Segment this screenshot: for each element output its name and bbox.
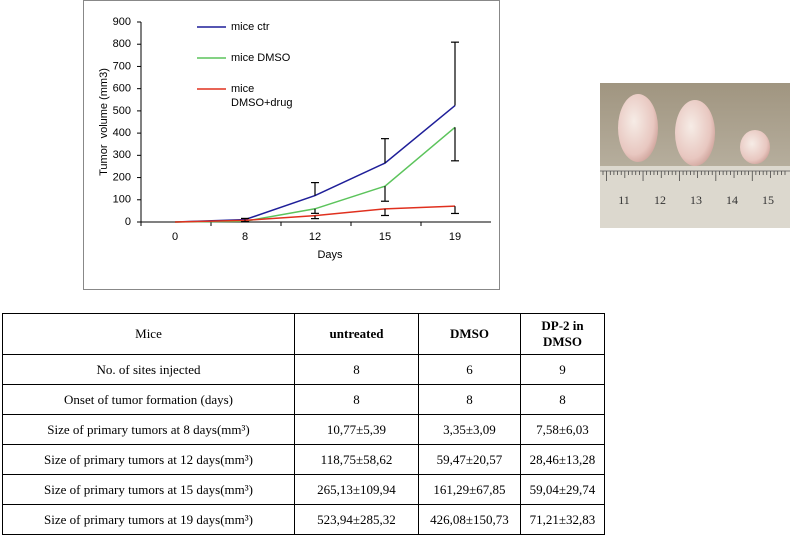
table-cell: 161,29±67,85: [418, 474, 521, 505]
ruler-label: 14: [726, 193, 738, 207]
y-axis-label: Tumor volume (mm3): [98, 68, 110, 176]
table-cell: 59,47±20,57: [418, 444, 521, 475]
table-cell: 118,75±58,62: [294, 444, 419, 475]
error-bar: [381, 186, 389, 202]
ruler-label: 15: [762, 193, 774, 207]
y-tick-label: 700: [113, 60, 131, 72]
error-bar: [381, 208, 389, 217]
table-cell: Size of primary tumors at 15 days(mm³): [2, 474, 295, 505]
table-cell: 71,21±32,83: [520, 504, 605, 535]
chart-frame: [83, 0, 500, 290]
table-cell: Mice: [2, 313, 295, 355]
legend-label: mice ctr: [231, 21, 270, 33]
table-cell: 6: [418, 354, 521, 385]
table-cell: Size of primary tumors at 8 days(mm³): [2, 414, 295, 445]
error-bar: [451, 41, 459, 106]
table-cell: 59,04±29,74: [520, 474, 605, 505]
error-bar: [311, 215, 319, 220]
table-cell: 10,77±5,39: [294, 414, 419, 445]
table-row: Mice untreated DMSO DP-2 in DMSO: [2, 313, 605, 355]
table-cell: DMSO: [418, 313, 521, 355]
data-table: Mice untreated DMSO DP-2 in DMSO No. of site…: [2, 313, 605, 535]
x-tick-label: 12: [309, 231, 321, 243]
error-bar: [241, 220, 249, 223]
table-cell: 523,94±285,32: [294, 504, 419, 535]
table-row: Size of primary tumors at 19 days(mm³) 52…: [2, 504, 605, 535]
y-tick-label: 400: [113, 127, 131, 139]
error-bar: [311, 181, 319, 196]
table-cell: 28,46±13,28: [520, 444, 605, 475]
y-tick-label: 800: [113, 38, 131, 50]
y-tick-label: 600: [113, 83, 131, 95]
x-axis-label: Days: [317, 249, 343, 261]
table-cell: 426,08±150,73: [418, 504, 521, 535]
table-cell: 265,13±109,94: [294, 474, 419, 505]
y-tick-label: 500: [113, 105, 131, 117]
table-cell: 8: [294, 354, 419, 385]
table-row: No. of sites injected 8 6 9: [2, 354, 605, 385]
error-bar: [381, 138, 389, 164]
photo: 11 12 13 14 15: [600, 83, 790, 228]
table-cell: Onset of tumor formation (days): [2, 384, 295, 415]
y-tick-label: 0: [125, 216, 131, 228]
legend-label: mice DMSO: [231, 52, 291, 64]
error-bar: [241, 217, 249, 220]
x-tick-label: 0: [172, 231, 178, 243]
table-cell: No. of sites injected: [2, 354, 295, 385]
ruler: [600, 166, 790, 228]
ruler-label: 12: [654, 193, 666, 207]
y-tick-label: 200: [113, 171, 131, 183]
table-cell: 8: [294, 384, 419, 415]
table-row: Size of primary tumors at 8 days(mm³) 10,…: [2, 414, 605, 445]
table-cell: DP-2 in DMSO: [520, 313, 605, 355]
table-row: Size of primary tumors at 15 days(mm³) 26…: [2, 474, 605, 505]
tumor: [675, 100, 715, 166]
ruler-label: 11: [618, 193, 630, 207]
table-cell: 9: [520, 354, 605, 385]
x-tick-label: 19: [449, 231, 461, 243]
legend-label: mice DMSO+drug: [231, 83, 293, 109]
y-tick-label: 100: [113, 194, 131, 206]
table-cell: Size of primary tumors at 12 days(mm³): [2, 444, 295, 475]
table-row: Size of primary tumors at 12 days(mm³) 11…: [2, 444, 605, 475]
ruler-scale: 11 12 13 14 15: [600, 170, 790, 207]
x-tick-label: 15: [379, 231, 391, 243]
x-tick-label: 8: [242, 231, 248, 243]
table-cell: 7,58±6,03: [520, 414, 605, 445]
error-bar: [451, 127, 459, 162]
chart: Days Tumor volume (mm3) 0 100 200 300 400 500…: [83, 0, 500, 290]
table-cell: 3,35±3,09: [418, 414, 521, 445]
ruler-label: 13: [690, 193, 702, 207]
table-cell: Size of primary tumors at 19 days(mm³): [2, 504, 295, 535]
table-cell: untreated: [294, 313, 419, 355]
tumor: [740, 130, 770, 164]
y-tick-label: 300: [113, 149, 131, 161]
tumor: [618, 94, 658, 162]
error-bar: [451, 206, 459, 215]
table-row: Onset of tumor formation (days) 8 8 8: [2, 384, 605, 415]
table-cell: 8: [520, 384, 605, 415]
error-bar: [311, 208, 319, 214]
y-tick-label: 900: [113, 16, 131, 28]
table-cell: 8: [418, 384, 521, 415]
